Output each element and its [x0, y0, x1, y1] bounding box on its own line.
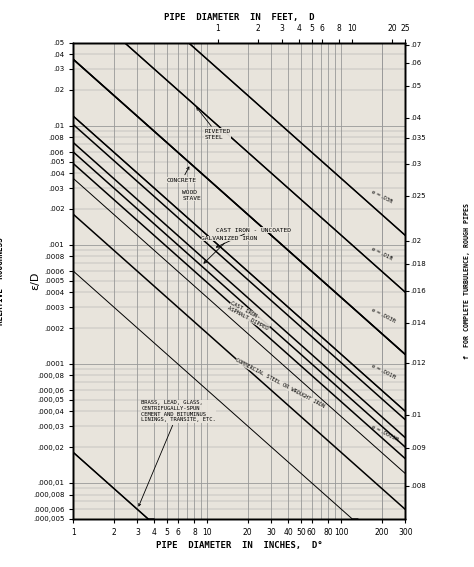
Text: ε/D: ε/D	[30, 272, 40, 290]
Text: CONCRETE: CONCRETE	[167, 167, 197, 183]
Text: e = .003ft: e = .003ft	[371, 307, 396, 324]
Text: e = .0003ft: e = .0003ft	[371, 425, 399, 443]
Text: .03: .03	[410, 160, 421, 167]
Text: e = .03ft: e = .03ft	[371, 189, 393, 205]
Text: RIVETED
STEEL: RIVETED STEEL	[197, 108, 231, 139]
Text: .008: .008	[410, 483, 426, 489]
Text: .009: .009	[410, 445, 426, 451]
Text: .06: .06	[410, 60, 421, 66]
Text: .07: .07	[410, 42, 421, 48]
Text: COMMERCIAL STEEL OR WROUGHT IRON: COMMERCIAL STEEL OR WROUGHT IRON	[235, 358, 325, 409]
Text: .02: .02	[410, 238, 421, 244]
Text: .018: .018	[410, 261, 426, 266]
Text: .025: .025	[410, 193, 426, 200]
Text: e = .001ft: e = .001ft	[371, 364, 396, 380]
X-axis label: PIPE  DIAMETER  IN  INCHES,  D°: PIPE DIAMETER IN INCHES, D°	[156, 541, 323, 550]
Text: .05: .05	[410, 83, 421, 89]
Text: .04: .04	[410, 115, 421, 121]
Text: .01: .01	[410, 412, 421, 418]
Text: BRASS, LEAD, GLASS,
CENTRIFUGALLY-SPUN
CEMENT AND BITUMINUS
LININGS, TRANSITE, E: BRASS, LEAD, GLASS, CENTRIFUGALLY-SPUN C…	[139, 400, 216, 506]
X-axis label: PIPE  DIAMETER  IN  FEET,  D: PIPE DIAMETER IN FEET, D	[164, 14, 315, 22]
Y-axis label: RELATIVE  ROUGHNESS: RELATIVE ROUGHNESS	[0, 237, 5, 324]
Text: f  FOR COMPLETE TURBULENCE, ROUGH PIPES: f FOR COMPLETE TURBULENCE, ROUGH PIPES	[464, 202, 470, 359]
Text: e = .01ft: e = .01ft	[371, 246, 393, 261]
Text: .012: .012	[410, 361, 426, 366]
Text: CAST IRON-
ASPHALT DIPPED: CAST IRON- ASPHALT DIPPED	[227, 300, 272, 331]
Text: CAST IRON - UNCOATED: CAST IRON - UNCOATED	[216, 227, 291, 247]
Text: GALVANIZED IRON: GALVANIZED IRON	[201, 236, 257, 263]
Text: WOOD
STAVE: WOOD STAVE	[182, 191, 201, 201]
Text: .014: .014	[410, 320, 426, 326]
Text: .035: .035	[410, 135, 426, 141]
Text: .016: .016	[410, 287, 426, 294]
